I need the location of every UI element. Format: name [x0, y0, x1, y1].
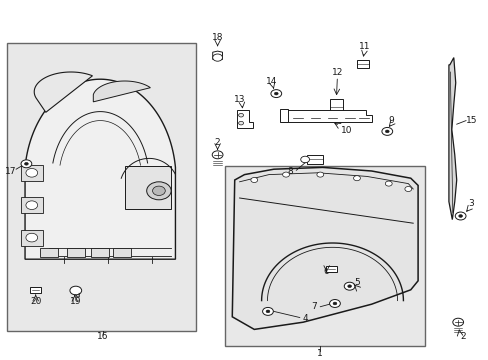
Bar — [7, 43, 195, 331]
Circle shape — [347, 285, 351, 288]
Circle shape — [300, 156, 309, 163]
Text: 11: 11 — [358, 42, 369, 51]
Circle shape — [344, 282, 354, 290]
Circle shape — [70, 286, 81, 295]
Circle shape — [24, 162, 28, 165]
Bar — [30, 287, 41, 293]
Circle shape — [316, 172, 323, 177]
Text: 9: 9 — [387, 116, 393, 125]
Text: 3: 3 — [467, 199, 473, 208]
Bar — [325, 266, 336, 272]
Circle shape — [26, 201, 38, 210]
Text: 12: 12 — [331, 68, 343, 77]
Bar — [280, 109, 287, 122]
Circle shape — [274, 92, 278, 95]
Bar — [329, 99, 342, 112]
Circle shape — [381, 127, 392, 135]
Circle shape — [282, 172, 289, 177]
Bar — [224, 166, 425, 346]
Bar — [124, 166, 171, 209]
Bar — [21, 197, 42, 213]
Text: 18: 18 — [211, 33, 223, 42]
Circle shape — [454, 212, 465, 220]
Text: 17: 17 — [5, 166, 17, 176]
Circle shape — [452, 318, 463, 326]
Circle shape — [332, 302, 336, 305]
Circle shape — [238, 121, 243, 125]
Polygon shape — [93, 81, 150, 102]
Text: 2: 2 — [460, 332, 466, 341]
Circle shape — [26, 168, 38, 177]
Bar — [21, 230, 42, 246]
Circle shape — [250, 177, 257, 183]
Circle shape — [404, 186, 411, 192]
Text: 5: 5 — [353, 278, 359, 287]
Text: 13: 13 — [233, 95, 245, 104]
Text: 14: 14 — [265, 77, 277, 86]
Polygon shape — [281, 110, 371, 122]
Text: 4: 4 — [302, 314, 308, 323]
Bar — [113, 248, 131, 257]
Polygon shape — [448, 58, 456, 220]
Polygon shape — [34, 72, 92, 112]
Text: 16: 16 — [97, 332, 108, 341]
Bar — [67, 248, 84, 257]
Text: 7: 7 — [311, 302, 317, 311]
Circle shape — [238, 113, 243, 117]
Bar — [306, 155, 322, 164]
Circle shape — [262, 307, 273, 315]
Circle shape — [270, 90, 281, 98]
Circle shape — [353, 176, 360, 181]
Text: 6: 6 — [323, 267, 328, 276]
Polygon shape — [237, 110, 253, 128]
Bar — [40, 248, 58, 257]
Text: 20: 20 — [30, 297, 41, 306]
Polygon shape — [232, 167, 417, 329]
Circle shape — [26, 233, 38, 242]
Circle shape — [458, 215, 462, 217]
Circle shape — [212, 54, 222, 61]
Text: 2: 2 — [214, 138, 220, 147]
Circle shape — [146, 182, 171, 200]
Text: 15: 15 — [465, 116, 477, 125]
Polygon shape — [25, 79, 175, 259]
Circle shape — [212, 151, 223, 159]
Text: 1: 1 — [317, 349, 323, 358]
Bar — [21, 165, 42, 181]
Circle shape — [329, 300, 340, 307]
Text: 8: 8 — [286, 166, 292, 176]
Text: 19: 19 — [70, 297, 81, 306]
Bar — [91, 248, 109, 257]
Circle shape — [385, 130, 388, 133]
Circle shape — [21, 160, 32, 168]
Circle shape — [265, 310, 269, 313]
Circle shape — [385, 181, 391, 186]
Polygon shape — [212, 51, 222, 59]
Bar — [356, 60, 368, 68]
Circle shape — [152, 186, 165, 195]
Text: 10: 10 — [341, 126, 352, 135]
